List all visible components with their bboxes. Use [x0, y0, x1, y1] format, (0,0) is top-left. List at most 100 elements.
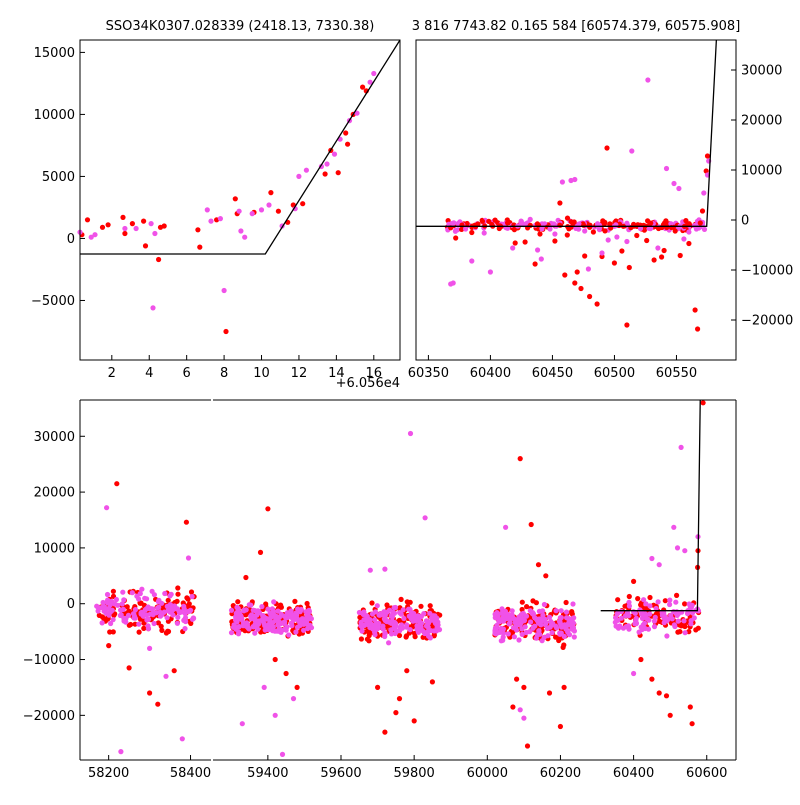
data-point-magenta — [131, 615, 137, 621]
data-point-red — [524, 604, 530, 610]
data-point-red — [223, 328, 229, 335]
data-point-magenta — [667, 597, 673, 603]
data-point-magenta — [397, 610, 403, 616]
data-point-magenta — [541, 601, 548, 608]
y-tick-label: 20000 — [741, 114, 782, 129]
data-point-red — [604, 145, 610, 151]
data-point-magenta — [686, 229, 692, 235]
data-point-red — [619, 248, 625, 254]
data-point-magenta — [536, 628, 542, 634]
data-point-magenta — [182, 626, 188, 632]
data-point-red — [651, 257, 657, 263]
data-point-magenta — [281, 626, 288, 633]
right-panel-title: 3 816 7743.82 0.165 584 [60574.379, 6057… — [412, 19, 741, 34]
data-point-magenta — [647, 611, 653, 617]
data-point-red — [519, 599, 525, 605]
data-point-red — [611, 260, 618, 266]
data-point-magenta — [298, 606, 304, 613]
data-point-magenta — [307, 622, 313, 628]
x-tick-label: 60500 — [594, 366, 635, 381]
data-point-magenta — [359, 628, 365, 634]
x-tick-label: 60200 — [540, 766, 581, 781]
data-point-magenta — [517, 622, 523, 628]
data-point-red — [564, 232, 570, 238]
data-point-red — [692, 307, 698, 313]
data-point-red — [183, 519, 189, 525]
data-point-magenta — [121, 618, 127, 624]
data-point-magenta — [532, 623, 538, 629]
data-point-red — [682, 601, 688, 607]
data-point-magenta — [671, 609, 677, 615]
data-point-magenta — [100, 599, 106, 606]
data-point-magenta — [564, 622, 570, 629]
data-point-magenta — [301, 619, 307, 625]
data-point-magenta — [149, 588, 155, 594]
data-point-red — [587, 224, 593, 230]
data-point-magenta — [681, 236, 687, 242]
data-point-magenta — [552, 231, 558, 237]
x-tick-label: 60400 — [470, 366, 511, 381]
data-point-magenta — [653, 605, 659, 612]
data-point-red — [697, 220, 703, 226]
x-tick-label: 14 — [328, 366, 345, 381]
data-point-red — [663, 693, 670, 699]
data-point-magenta — [204, 207, 210, 213]
data-point-magenta — [386, 607, 393, 613]
data-point-magenta — [647, 226, 654, 232]
x-tick-label: 60550 — [656, 366, 697, 381]
data-point-red — [574, 269, 580, 275]
data-point-magenta — [392, 604, 399, 611]
data-point-magenta — [147, 611, 153, 617]
data-point-red — [375, 684, 381, 691]
y-tick-label: 10000 — [34, 541, 75, 556]
data-point-red — [527, 222, 533, 228]
data-point-magenta — [624, 238, 630, 245]
data-point-magenta — [523, 629, 529, 636]
data-point-red — [275, 208, 281, 214]
data-point-red — [615, 597, 621, 603]
data-point-red — [243, 612, 249, 618]
data-point-magenta — [382, 630, 388, 636]
data-point-magenta — [624, 610, 631, 616]
data-point-red — [631, 578, 637, 585]
data-point-magenta — [381, 616, 387, 622]
data-point-red — [84, 217, 91, 223]
data-point-magenta — [516, 637, 522, 643]
data-point-magenta — [145, 626, 152, 632]
data-point-magenta — [139, 586, 145, 592]
data-point-red — [418, 603, 424, 609]
data-point-magenta — [152, 230, 158, 237]
data-point-magenta — [651, 618, 658, 624]
data-point-magenta — [498, 625, 504, 632]
data-point-magenta — [637, 225, 644, 232]
data-point-magenta — [539, 617, 545, 624]
data-point-magenta — [249, 211, 255, 217]
x-tick-label: 8 — [220, 366, 228, 381]
data-point-red — [672, 228, 678, 234]
data-point-magenta — [517, 707, 523, 713]
data-point-magenta — [500, 614, 506, 620]
x-tick-label: 59400 — [247, 766, 288, 781]
data-point-magenta — [270, 620, 276, 626]
data-point-red — [560, 644, 566, 651]
data-point-magenta — [374, 603, 380, 609]
data-point-red — [674, 592, 680, 599]
x-tick-label: 58200 — [88, 766, 129, 781]
data-point-red — [537, 231, 543, 237]
data-point-red — [132, 621, 138, 627]
data-point-magenta — [406, 606, 412, 612]
data-point-red — [659, 254, 665, 260]
data-point-magenta — [671, 622, 678, 628]
data-point-magenta — [241, 608, 247, 614]
data-point-magenta — [499, 606, 505, 612]
data-point-magenta — [452, 228, 458, 234]
data-point-red — [431, 633, 437, 639]
data-point-magenta — [701, 226, 708, 232]
data-point-magenta — [684, 610, 691, 617]
data-point-magenta — [557, 620, 563, 626]
data-point-magenta — [632, 621, 638, 627]
data-point-red — [129, 221, 135, 227]
data-point-red — [587, 293, 593, 300]
x-tick-label: 4 — [145, 366, 153, 381]
